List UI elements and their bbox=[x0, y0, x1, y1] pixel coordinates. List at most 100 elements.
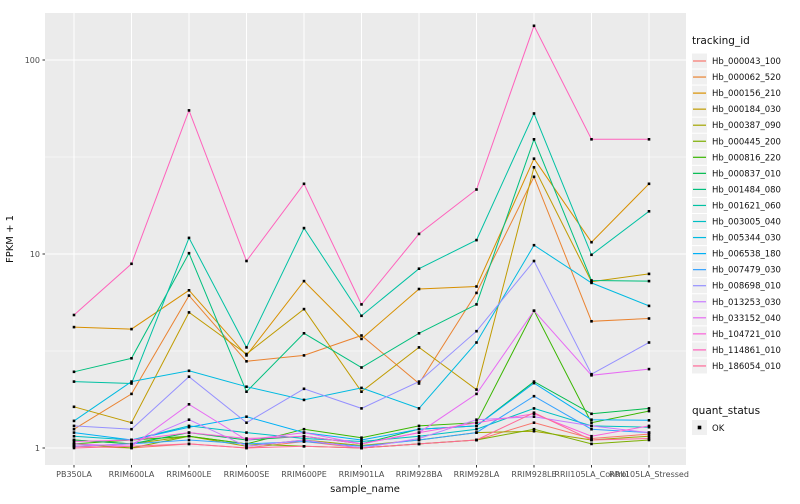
data-point bbox=[417, 332, 421, 335]
data-point bbox=[245, 346, 248, 349]
data-point bbox=[245, 390, 248, 393]
data-point bbox=[245, 385, 248, 388]
data-point bbox=[187, 418, 191, 421]
data-point bbox=[532, 427, 536, 431]
data-point bbox=[245, 360, 248, 363]
x-tick-label-RRII105LA_Stressed: RRII105LA_Stressed bbox=[609, 470, 689, 479]
data-point bbox=[590, 421, 593, 424]
data-point bbox=[72, 419, 76, 423]
data-point bbox=[245, 446, 248, 450]
data-point bbox=[647, 317, 651, 320]
data-point bbox=[245, 259, 248, 263]
data-point bbox=[475, 329, 478, 333]
data-point bbox=[187, 369, 191, 373]
data-point bbox=[187, 289, 191, 292]
data-point bbox=[532, 381, 536, 385]
data-point bbox=[130, 438, 133, 442]
data-point bbox=[360, 438, 363, 442]
legend-label-Hb_000184_030: Hb_000184_030 bbox=[712, 105, 781, 115]
x-tick-label-PB350LA: PB350LA bbox=[56, 470, 92, 479]
data-point bbox=[72, 438, 76, 442]
x-tick-label-RRIM928LE: RRIM928LE bbox=[511, 470, 556, 479]
data-point bbox=[245, 445, 248, 448]
x-tick-label-RRIM901LA: RRIM901LA bbox=[339, 470, 385, 479]
data-point bbox=[187, 438, 191, 442]
data-point bbox=[302, 354, 306, 357]
data-point bbox=[475, 424, 478, 428]
data-point bbox=[475, 285, 478, 288]
data-point bbox=[302, 431, 306, 434]
y-tick-label: 100 bbox=[25, 56, 40, 65]
data-point bbox=[302, 332, 306, 335]
legend-title-tracking-id: tracking_id bbox=[692, 35, 750, 47]
data-point bbox=[72, 446, 76, 450]
data-point bbox=[417, 407, 421, 410]
data-point bbox=[360, 386, 363, 390]
data-point bbox=[532, 157, 536, 160]
data-point bbox=[532, 166, 536, 169]
legend-label-Hb_000837_010: Hb_000837_010 bbox=[712, 169, 781, 179]
data-point bbox=[475, 392, 478, 396]
legend-label-Hb_008698_010: Hb_008698_010 bbox=[712, 282, 781, 292]
data-point bbox=[590, 281, 593, 285]
data-point bbox=[590, 412, 593, 416]
data-point bbox=[302, 427, 306, 431]
x-tick-label-RRIM928LA: RRIM928LA bbox=[454, 470, 500, 479]
data-point bbox=[590, 320, 593, 323]
legend-label-Hb_000156_210: Hb_000156_210 bbox=[712, 89, 781, 99]
data-point bbox=[187, 434, 191, 438]
data-point bbox=[475, 427, 478, 431]
data-point bbox=[647, 304, 651, 308]
legend-label-Hb_013253_030: Hb_013253_030 bbox=[712, 298, 781, 308]
data-point bbox=[130, 262, 133, 266]
data-point bbox=[475, 438, 478, 442]
data-point bbox=[187, 251, 191, 255]
data-point bbox=[72, 424, 76, 428]
data-point bbox=[647, 182, 651, 186]
data-point bbox=[360, 337, 363, 341]
data-point bbox=[417, 287, 421, 291]
x-tick-label-RRIM600LA: RRIM600LA bbox=[109, 470, 155, 479]
data-point bbox=[647, 424, 651, 428]
legend-label-Hb_000445_200: Hb_000445_200 bbox=[712, 137, 781, 147]
data-point bbox=[532, 429, 536, 433]
data-point bbox=[130, 392, 133, 396]
data-point bbox=[475, 421, 478, 424]
x-tick-label-RRIM600PE: RRIM600PE bbox=[281, 470, 327, 479]
data-point bbox=[475, 388, 478, 391]
legend-label-Hb_114861_010: Hb_114861_010 bbox=[712, 346, 781, 356]
data-point bbox=[360, 390, 363, 393]
data-point bbox=[130, 357, 133, 360]
legend-title-quant-status: quant_status bbox=[692, 405, 760, 417]
data-point bbox=[532, 138, 536, 141]
data-point bbox=[360, 442, 363, 446]
data-point bbox=[72, 325, 76, 329]
legend-label-Hb_005344_030: Hb_005344_030 bbox=[712, 234, 781, 244]
x-tick-label-RRIM600SE: RRIM600SE bbox=[224, 470, 270, 479]
data-point bbox=[647, 438, 651, 442]
x-axis-title: sample_name bbox=[330, 484, 400, 495]
data-point bbox=[72, 442, 76, 446]
data-point bbox=[72, 434, 76, 438]
data-point bbox=[360, 334, 363, 337]
legend-label-Hb_001621_060: Hb_001621_060 bbox=[712, 201, 781, 211]
data-point bbox=[417, 442, 421, 446]
data-point bbox=[187, 403, 191, 406]
data-point bbox=[417, 346, 421, 349]
data-point bbox=[187, 431, 191, 434]
data-point bbox=[417, 382, 421, 385]
legend-label-Hb_000816_220: Hb_000816_220 bbox=[712, 153, 781, 163]
data-point bbox=[302, 398, 306, 402]
data-point bbox=[302, 387, 306, 391]
data-point bbox=[647, 272, 651, 276]
data-point bbox=[647, 367, 651, 371]
data-point bbox=[245, 438, 248, 442]
data-point bbox=[590, 418, 593, 421]
data-point bbox=[647, 279, 651, 283]
data-point bbox=[475, 341, 478, 344]
data-point bbox=[72, 380, 76, 383]
data-point bbox=[532, 415, 536, 418]
legend-label-Hb_007479_030: Hb_007479_030 bbox=[712, 266, 781, 276]
